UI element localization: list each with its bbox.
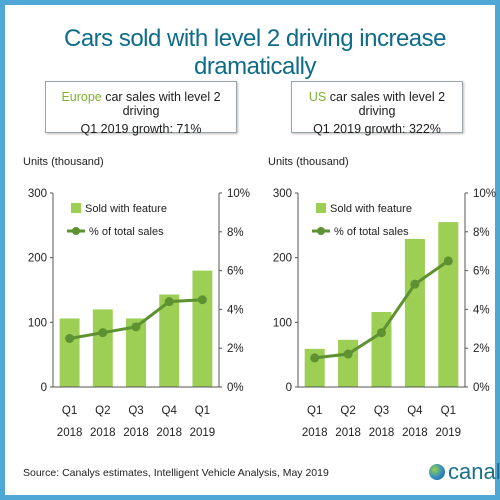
europe-pct-point: [164, 297, 174, 307]
us-pct-point: [443, 256, 453, 266]
us-pct-point: [410, 279, 420, 289]
us-x-tick-year: 2018: [402, 427, 428, 439]
us-x-tick-label: Q2: [340, 405, 355, 417]
europe-x-tick-label: Q1: [195, 405, 210, 417]
europe-growth-box: Europe car sales with level 2 driving Q1…: [45, 81, 237, 136]
europe-right-tick-label: 4%: [227, 304, 244, 316]
us-x-tick-year: 2019: [436, 427, 462, 439]
us-x-tick-label: Q1: [441, 405, 456, 417]
europe-left-tick-label: 100: [28, 317, 47, 329]
europe-pct-point: [98, 328, 108, 338]
europe-right-tick-label: 0%: [227, 382, 244, 394]
europe-left-tick-label: 300: [28, 188, 47, 200]
canalys-logo-icon: [429, 464, 445, 480]
europe-legend-line-label: % of total sales: [89, 226, 164, 238]
europe-right-tick-label: 2%: [227, 343, 244, 355]
europe-legend-line-dot: [72, 227, 80, 235]
us-pct-point: [343, 349, 353, 359]
us-right-tick-label: 4%: [473, 304, 490, 316]
europe-x-tick-label: Q3: [128, 405, 143, 417]
us-bar: [438, 222, 459, 387]
us-region-label: US: [308, 90, 327, 104]
europe-box-line1: Europe car sales with level 2 driving: [46, 90, 236, 118]
europe-bar: [59, 318, 80, 387]
us-growth-box: US car sales with level 2 driving Q1 201…: [291, 81, 463, 136]
us-bar: [371, 311, 392, 387]
us-legend-line-label: % of total sales: [334, 226, 409, 238]
europe-x-tick-year: 2018: [57, 427, 83, 439]
europe-bar: [159, 294, 180, 387]
us-pct-point: [377, 328, 386, 338]
us-legend-line-dot: [317, 227, 325, 235]
us-left-tick-label: 200: [273, 253, 292, 265]
europe-bar: [192, 270, 213, 387]
page-title: Cars sold with level 2 driving increase …: [63, 25, 447, 80]
us-ylabel: Units (thousand): [268, 156, 349, 168]
europe-x-tick-year: 2019: [190, 427, 216, 439]
europe-right-tick-label: 10%: [227, 188, 250, 200]
europe-x-tick-year: 2018: [90, 427, 116, 439]
europe-bar: [92, 309, 113, 387]
europe-right-tick-label: 8%: [227, 227, 244, 239]
us-right-tick-label: 0%: [473, 382, 490, 394]
us-left-tick-label: 0: [286, 382, 292, 394]
us-growth-text: Q1 2019 growth: 322%: [313, 122, 441, 136]
us-x-tick-year: 2018: [369, 427, 395, 439]
europe-x-tick-label: Q1: [62, 405, 77, 417]
europe-right-tick-label: 6%: [227, 266, 244, 278]
us-left-tick-label: 300: [273, 188, 292, 200]
europe-x-tick-label: Q2: [95, 405, 110, 417]
us-legend-bar-label: Sold with feature: [330, 203, 412, 215]
us-x-tick-year: 2018: [302, 427, 328, 439]
us-box-line1: US car sales with level 2 driving: [292, 90, 462, 118]
europe-ylabel: Units (thousand): [23, 156, 104, 168]
source-note: Source: Canalys estimates, Intelligent V…: [23, 467, 329, 479]
us-legend-bar-swatch: [316, 203, 326, 213]
us-bar: [338, 339, 359, 387]
europe-pct-point: [131, 322, 141, 332]
europe-box-text: car sales with level 2 driving: [101, 90, 221, 118]
europe-chart: Units (thousand) 0 100 200 300 0% 2% 4% 6% 8% 10% Q…: [23, 156, 250, 439]
europe-region-label: Europe: [61, 90, 102, 104]
europe-growth-text: Q1 2019 growth: 71%: [80, 122, 202, 136]
europe-pct-point: [197, 295, 207, 305]
us-bar: [404, 238, 425, 387]
europe-legend-bar-swatch: [71, 203, 81, 213]
canalys-logo: canalys: [429, 459, 500, 485]
europe-pct-point: [65, 334, 75, 343]
us-box-text: car sales with level 2 driving: [326, 90, 446, 118]
europe-legend-bar-label: Sold with feature: [85, 203, 167, 215]
europe-x-tick-year: 2018: [123, 427, 149, 439]
us-pct-point: [310, 353, 320, 363]
us-x-tick-label: Q1: [307, 405, 322, 417]
us-left-tick-label: 100: [273, 317, 292, 329]
europe-bar: [126, 318, 146, 387]
us-chart: Units (thousand) 0 100 200 300 0% 2% 4% 6% 8% 10% Q…: [268, 156, 496, 439]
us-x-tick-year: 2018: [335, 427, 361, 439]
canalys-logo-text: canalys: [448, 459, 500, 484]
europe-left-tick-label: 0: [41, 382, 47, 394]
us-x-tick-label: Q3: [374, 405, 389, 417]
europe-x-tick-year: 2018: [156, 427, 182, 439]
europe-left-tick-label: 200: [28, 253, 47, 265]
us-x-tick-label: Q4: [407, 405, 423, 417]
us-right-tick-label: 2%: [473, 343, 490, 355]
us-right-tick-label: 8%: [473, 227, 490, 239]
us-right-tick-label: 6%: [473, 266, 490, 278]
europe-x-tick-label: Q4: [162, 405, 178, 417]
us-right-tick-label: 10%: [473, 188, 496, 200]
